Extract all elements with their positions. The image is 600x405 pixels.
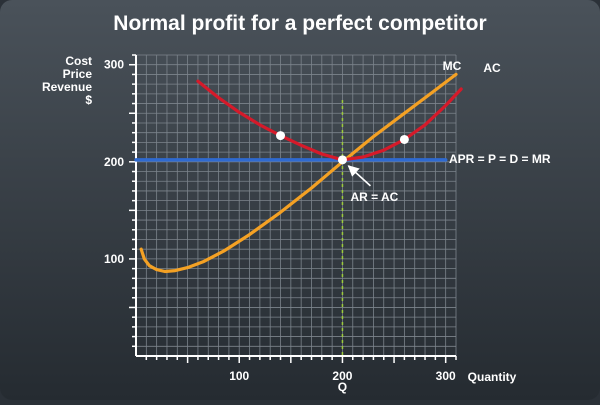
- series-label: MC: [443, 59, 462, 73]
- y-tick-label: 300: [104, 58, 124, 72]
- chart-title: Normal profit for a perfect competitor: [113, 12, 486, 35]
- series-label: APR = P = D = MR: [449, 152, 551, 166]
- x-tick-label: 300: [436, 369, 456, 383]
- highlight-point: [400, 135, 409, 144]
- y-axis-title-line: Cost: [65, 54, 92, 68]
- y-axis-title-line: Revenue: [42, 80, 92, 94]
- y-axis-title-line: $: [85, 93, 92, 107]
- y-axis-title-line: Price: [63, 67, 93, 81]
- x-tick-label: 100: [229, 369, 249, 383]
- y-tick-label: 100: [104, 252, 124, 266]
- highlight-point: [338, 155, 347, 164]
- annotation-ar-ac: AR = AC: [350, 190, 398, 204]
- x-axis-title: Quantity: [468, 370, 517, 384]
- highlight-point: [276, 131, 285, 140]
- equilibrium-quantity-label: Q: [338, 380, 347, 394]
- y-tick-label: 200: [104, 155, 124, 169]
- series-label: AC: [483, 61, 501, 75]
